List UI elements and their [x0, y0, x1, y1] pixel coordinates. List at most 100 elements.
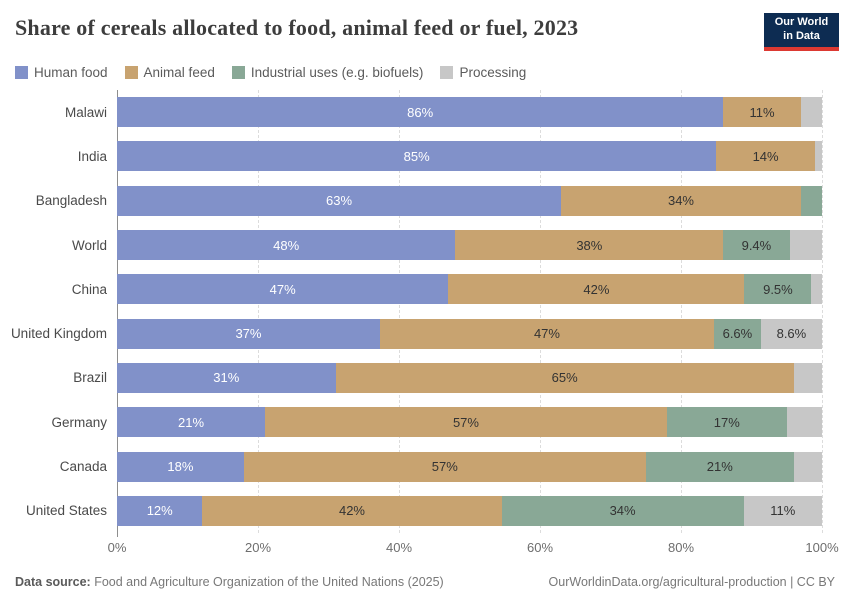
plot-area: Malawi 86% 11% India 85% 14% Bangladesh 63% 34% W…	[11, 90, 839, 555]
bar-segment[interactable]: 6.6%	[713, 318, 761, 349]
legend-item: Human food	[15, 65, 108, 80]
bar-segment[interactable]: 12%	[117, 495, 203, 526]
gridline	[822, 90, 823, 533]
gridline	[540, 90, 541, 533]
category-label[interactable]: Germany	[51, 414, 107, 430]
category-label[interactable]: China	[71, 281, 107, 297]
legend-item: Industrial uses (e.g. biofuels)	[231, 65, 424, 80]
bar-segment[interactable]: 11%	[743, 495, 822, 526]
bar-segment[interactable]	[800, 97, 822, 128]
data-source-label: Data source:	[15, 575, 91, 589]
owid-link[interactable]: OurWorldinData.org/agricultural-producti…	[548, 575, 835, 589]
legend: Human food Animal feed Industrial uses (e.…	[15, 65, 526, 80]
bar-track: 18% 57% 21%	[117, 451, 822, 482]
bar-row: United Kingdom 37% 47% 6.6% 8.6%	[11, 311, 822, 355]
bar-segment[interactable]: 31%	[117, 362, 336, 393]
bar-segment[interactable]: 9.4%	[723, 230, 790, 261]
bar-track: 31% 65%	[117, 362, 822, 393]
x-axis-tick-label: 100%	[805, 540, 839, 555]
legend-item: Animal feed	[124, 65, 215, 80]
bar-segment[interactable]: 14%	[716, 141, 815, 172]
axis-zero-line	[117, 90, 118, 537]
bar-segment[interactable]	[793, 362, 822, 393]
legend-label: Industrial uses (e.g. biofuels)	[250, 65, 424, 80]
bar-segment[interactable]: 17%	[666, 407, 787, 438]
bar-track: 85% 14%	[117, 141, 822, 172]
category-label[interactable]: Bangladesh	[35, 193, 107, 209]
chart-title: Share of cereals allocated to food, anim…	[15, 15, 579, 40]
bar-segment[interactable]: 47%	[117, 274, 449, 305]
bar-row: Bangladesh 63% 34%	[36, 179, 822, 223]
bar-row: World 48% 38% 9.4%	[72, 223, 822, 267]
legend-swatch-icon	[231, 66, 245, 79]
category-label[interactable]: Brazil	[73, 370, 107, 386]
legend-label: Processing	[459, 65, 527, 80]
data-source: Data source: Food and Agriculture Organi…	[15, 575, 444, 589]
bar-segment[interactable]: 48%	[117, 230, 456, 261]
bar-segment[interactable]: 63%	[117, 185, 562, 216]
footer: Data source: Food and Agriculture Organi…	[15, 575, 835, 589]
bar-segment[interactable]	[789, 230, 822, 261]
bar-segment[interactable]: 42%	[202, 495, 502, 526]
bar-segment[interactable]	[800, 185, 822, 216]
bar-row: India 85% 14%	[78, 134, 822, 178]
bar-segment[interactable]: 57%	[265, 407, 667, 438]
bar-segment[interactable]: 18%	[117, 451, 244, 482]
data-source-text: Food and Agriculture Organization of the…	[90, 575, 444, 589]
gridline	[399, 90, 400, 533]
bar-segment[interactable]: 57%	[243, 451, 646, 482]
category-label[interactable]: World	[71, 237, 107, 253]
x-axis-tick-label: 0%	[107, 540, 127, 555]
category-label[interactable]: Canada	[59, 459, 107, 475]
bar-segment[interactable]: 21%	[645, 451, 794, 482]
category-label[interactable]: United Kingdom	[10, 326, 107, 342]
bar-segment[interactable]: 8.6%	[760, 318, 822, 349]
bar-segment[interactable]	[811, 274, 822, 305]
bar-segment[interactable]: 11%	[723, 97, 801, 128]
bar-track: 12% 42% 34% 11%	[117, 495, 822, 526]
category-label[interactable]: United States	[25, 503, 107, 519]
bar-segment[interactable]	[793, 451, 822, 482]
bar-row: China 47% 42% 9.5%	[72, 267, 822, 311]
bar-segment[interactable]: 37%	[117, 318, 380, 349]
legend-swatch-icon	[124, 66, 138, 79]
x-axis-tick-label: 80%	[667, 540, 695, 555]
bar-track: 86% 11%	[117, 97, 822, 128]
owid-logo[interactable]: Our World in Data	[764, 13, 839, 51]
bar-track: 48% 38% 9.4%	[117, 230, 822, 261]
category-label[interactable]: Malawi	[64, 104, 107, 120]
bar-track: 37% 47% 6.6% 8.6%	[117, 318, 822, 349]
owid-logo-line1: Our World	[774, 16, 829, 29]
bar-segment[interactable]: 34%	[561, 185, 801, 216]
gridline	[681, 90, 682, 533]
x-axis-tick-label: 60%	[526, 540, 554, 555]
bar-segment[interactable]: 21%	[117, 407, 266, 438]
bar-segment[interactable]: 34%	[501, 495, 744, 526]
gridlines	[117, 90, 823, 537]
bar-segment[interactable]: 65%	[335, 362, 794, 393]
bar-segment[interactable]: 38%	[455, 230, 724, 261]
bar-segment[interactable]: 42%	[448, 274, 745, 305]
legend-item: Processing	[440, 65, 526, 80]
bar-row: Malawi 86% 11%	[65, 90, 822, 134]
bar-segment[interactable]	[786, 407, 822, 438]
bar-row: United States 12% 42% 34% 11%	[26, 489, 822, 533]
bar-segment[interactable]: 9.5%	[744, 274, 812, 305]
bar-segment[interactable]: 47%	[379, 318, 714, 349]
x-axis-tick-label: 40%	[385, 540, 413, 555]
bar-track: 21% 57% 17%	[117, 407, 822, 438]
bar-segment[interactable]: 86%	[117, 97, 724, 128]
bar-track: 63% 34%	[117, 185, 822, 216]
bar-segment[interactable]	[814, 141, 822, 172]
legend-swatch-icon	[15, 66, 28, 79]
bar-row: Brazil 31% 65%	[73, 356, 822, 400]
legend-label: Animal feed	[143, 65, 215, 80]
category-label[interactable]: India	[77, 148, 107, 164]
x-axis-tick-label: 20%	[244, 540, 272, 555]
bar-row: Canada 18% 57% 21%	[60, 444, 822, 488]
legend-label: Human food	[34, 65, 108, 80]
gridline	[258, 90, 259, 533]
bar-segment[interactable]: 85%	[117, 141, 717, 172]
bars-container: Malawi 86% 11% India 85% 14% Bangladesh 63% 34% W…	[11, 90, 822, 533]
bar-track: 47% 42% 9.5%	[117, 274, 822, 305]
